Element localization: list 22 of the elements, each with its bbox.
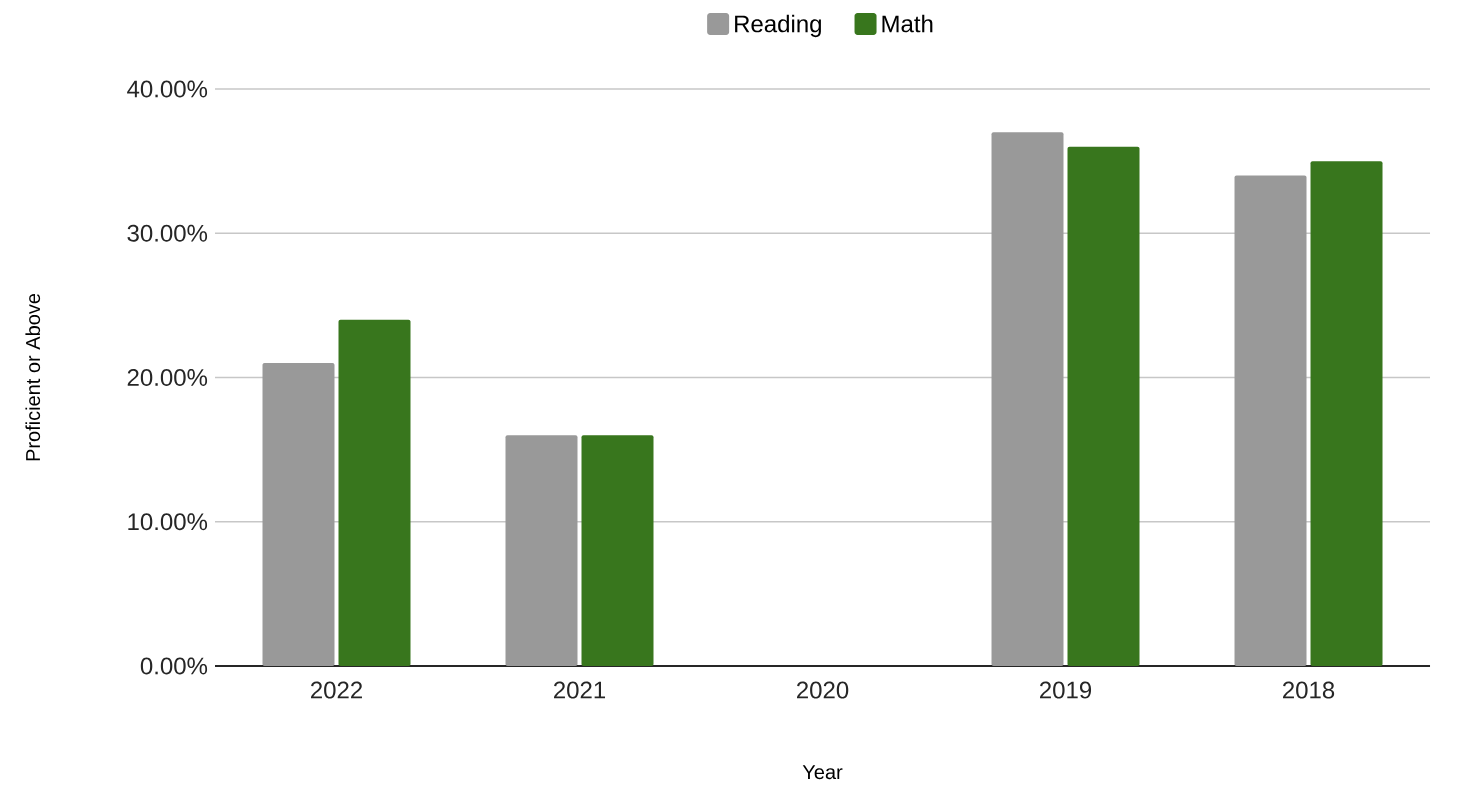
x-tick-label: 2018 bbox=[1283, 681, 1335, 699]
y-tick-label: 30.00% bbox=[127, 224, 208, 242]
x-axis-title: Year bbox=[802, 765, 843, 780]
y-tick-label: 40.00% bbox=[127, 80, 208, 98]
bar bbox=[1067, 146, 1140, 666]
legend-label: Math bbox=[882, 14, 933, 33]
bar bbox=[991, 132, 1064, 666]
bar bbox=[1234, 175, 1307, 666]
y-axis-title: Proficient or Above bbox=[25, 293, 41, 461]
bar bbox=[338, 319, 411, 666]
x-tick-label: 2020 bbox=[797, 681, 849, 699]
bar bbox=[505, 435, 578, 666]
y-tick-label: 20.00% bbox=[127, 369, 208, 386]
x-tick-label: 2021 bbox=[554, 681, 606, 699]
x-tick-label: 2022 bbox=[311, 681, 362, 699]
legend-label: Reading bbox=[735, 14, 821, 38]
y-tick-label: 10.00% bbox=[128, 513, 208, 531]
bar bbox=[581, 435, 654, 666]
bar bbox=[262, 363, 335, 666]
x-tick-label: 2019 bbox=[1040, 681, 1092, 699]
bar bbox=[1310, 161, 1383, 666]
y-tick-label: 0.00% bbox=[140, 657, 208, 675]
